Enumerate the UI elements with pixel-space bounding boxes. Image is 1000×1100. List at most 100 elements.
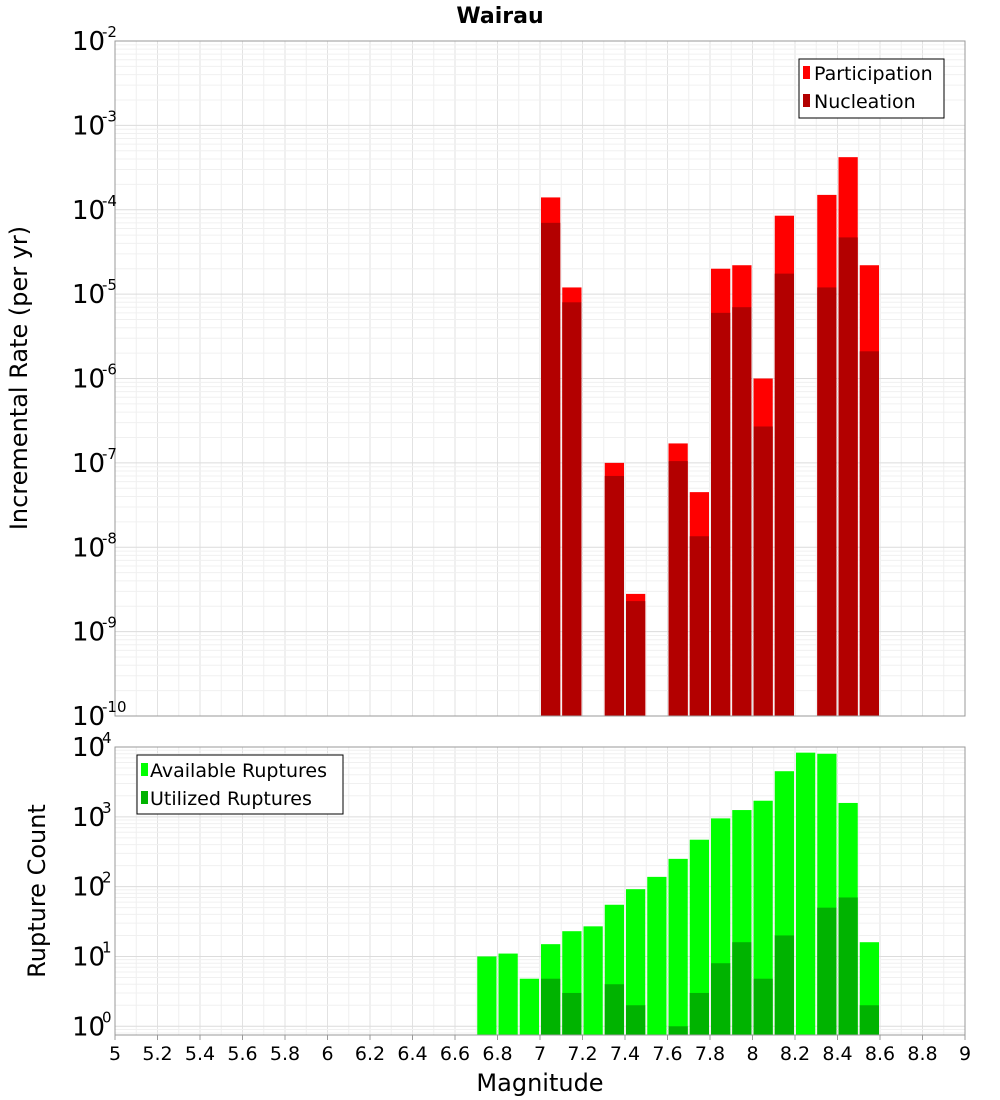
rates-bar-b [838,237,858,716]
rates-bars [541,157,879,717]
counts-bar-a [477,956,497,1035]
rates-y-tick: 10-7 [72,445,117,479]
counts-bar-a [753,800,773,1035]
counts-bar-b [859,1005,879,1035]
x-tick-label: 6.4 [397,1043,427,1065]
rates-grid [114,40,966,717]
counts-bar-b [604,984,624,1035]
rates-bar-b [604,475,624,716]
rates-y-tick-exponent: -4 [102,192,117,210]
counts-y-tick: 100 [72,1008,112,1042]
rates-bar-b [753,426,773,716]
counts-bar-b [711,963,731,1035]
counts-bar-a [796,752,816,1035]
rates-y-tick-base: 10 [72,27,105,57]
counts-bar-a [668,858,688,1035]
x-tick-label: 6.6 [440,1043,470,1065]
rates-y-tick-base: 10 [72,702,105,732]
counts-bar-b [817,907,837,1035]
counts-y-tick-exponent: 1 [102,938,112,956]
counts-y-axis-label: Rupture Count [23,804,51,978]
x-tick-label: 5.4 [185,1043,215,1065]
legend-label-utilized: Utilized Ruptures [150,788,312,810]
counts-y-tick: 103 [72,799,112,833]
rates-y-axis-label: Incremental Rate (per yr) [5,226,33,530]
rates-bar-b [817,287,837,716]
rates-bar-b [541,222,561,716]
counts-bar-a [647,876,667,1035]
rates-y-tick-base: 10 [72,196,105,226]
rates-y-tick-base: 10 [72,618,105,648]
counts-y-tick-exponent: 0 [102,1008,112,1026]
counts-bar-b [732,942,752,1035]
rates-y-tick-exponent: -10 [102,698,127,716]
x-tick-label: 8.4 [822,1043,852,1065]
x-tick-label: 9 [959,1043,971,1065]
rates-y-tick: 10-10 [72,698,127,732]
rates-y-tick-exponent: -5 [102,276,117,294]
counts-y-tick-base: 10 [72,1012,105,1042]
rates-y-tick-exponent: -2 [102,23,117,41]
rates-bar-b [668,461,688,716]
counts-bar-a [583,926,603,1035]
counts-y-tick-base: 10 [72,733,105,763]
rates-y-tick-exponent: -9 [102,614,117,632]
counts-x-ticks: 5 5.2 5.4 5.6 5.8 6 6.2 6.4 6.6 6.8 7 7.2 7.4 7.6 7.8 8… [109,1035,971,1065]
x-tick-label: 5.6 [227,1043,257,1065]
x-tick-label: 7.8 [695,1043,725,1065]
counts-y-tick: 104 [72,729,112,763]
x-tick-label: 5.2 [142,1043,172,1065]
rates-bar-b [562,302,582,716]
x-tick-label: 7.4 [610,1043,640,1065]
rates-y-tick-base: 10 [72,533,105,563]
rates-y-tick-exponent: -6 [102,361,117,379]
counts-legend-box [136,754,344,815]
counts-bar-b [626,1005,646,1035]
counts-bar-b [689,992,709,1035]
legend-swatch-nucleation [803,94,810,107]
counts-bar-b [753,978,773,1035]
x-tick-label: 7 [534,1043,546,1065]
counts-y-tick: 102 [72,869,112,903]
legend-label-nucleation: Nucleation [814,91,916,113]
counts-y-tick-base: 10 [72,942,105,972]
counts-y-tick: 101 [72,938,112,972]
x-tick-label: 8.2 [780,1043,810,1065]
counts-y-tick-base: 10 [72,803,105,833]
legend-label-participation: Participation [814,63,933,85]
counts-bar-b [562,992,582,1035]
rates-legend-box [798,58,945,119]
x-tick-label: 5.8 [270,1043,300,1065]
rates-y-tick-exponent: -3 [102,107,117,125]
counts-y-tick-exponent: 3 [102,799,112,817]
counts-bar-b [774,935,794,1035]
legend-swatch-participation [803,66,810,79]
counts-bar-a [626,889,646,1035]
counts-bar-a [689,839,709,1035]
counts-bars [477,752,879,1035]
legend-swatch-utilized [141,791,148,804]
x-tick-label: 6 [321,1043,333,1065]
rates-bar-b [732,307,752,716]
legend-swatch-available [141,763,148,776]
rates-y-tick-exponent: -7 [102,445,117,463]
rates-bar-b [711,312,731,716]
rates-y-tick: 10-2 [72,23,117,57]
rates-bar-b [774,273,794,716]
rates-y-tick: 10-3 [72,107,117,141]
rates-y-tick-base: 10 [72,365,105,395]
x-tick-label: 6.8 [482,1043,512,1065]
rates-y-tick-base: 10 [72,280,105,310]
rates-y-tick-exponent: -8 [102,529,117,547]
legend-label-available: Available Ruptures [150,760,327,782]
rates-y-tick: 10-5 [72,276,117,310]
counts-legend: Available Ruptures Utilized Ruptures [136,754,344,815]
rates-y-tick: 10-8 [72,529,117,563]
counts-bar-a [519,978,539,1035]
counts-y-tick-exponent: 2 [102,869,112,887]
